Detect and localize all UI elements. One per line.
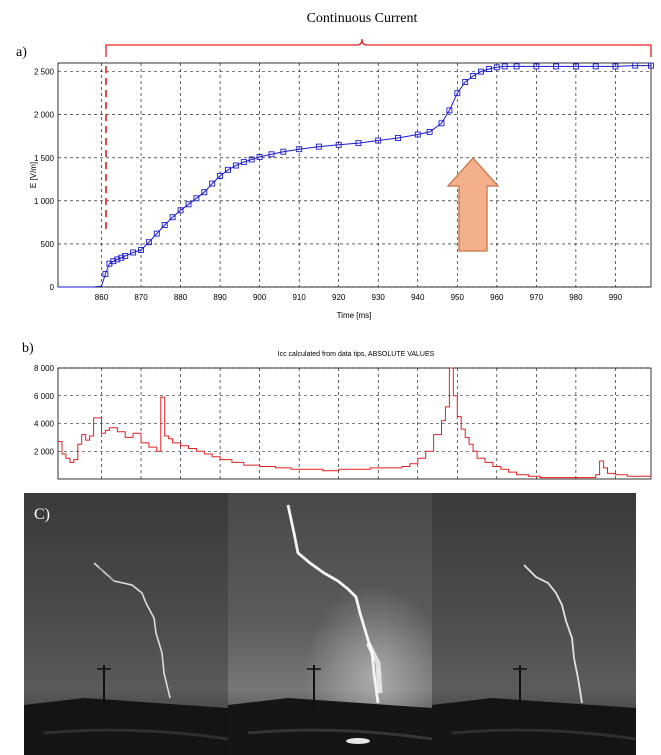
chart-a-x-tick-label: 990: [609, 293, 623, 302]
chart-a-marker: [513, 63, 520, 70]
chart-a-marker: [395, 135, 401, 141]
chart-a-marker: [485, 66, 492, 72]
chart-a-marker: [201, 189, 208, 196]
chart-a-marker: [572, 63, 579, 70]
chart-a-x-tick-label: 870: [134, 293, 148, 302]
chart-a-marker: [102, 271, 109, 278]
chart-a-marker: [161, 222, 168, 228]
lightning-photo-strip: C): [24, 493, 636, 755]
chart-a-marker: [470, 72, 477, 79]
chart-b-series-line: [58, 367, 652, 479]
chart-a-y-tick-label: 500: [41, 240, 55, 249]
chart-a-marker: [553, 63, 560, 70]
chart-a-marker: [454, 90, 461, 97]
lightning-photo-1: C): [24, 493, 228, 755]
chart-a-marker: [217, 172, 224, 179]
chart-a-x-tick-label: 910: [292, 293, 306, 302]
panel-b-label: b): [22, 341, 34, 356]
chart-b-y-tick-label: 4 000: [34, 420, 55, 429]
chart-a-x-tick-label: 970: [530, 293, 544, 302]
chart-a-marker: [177, 207, 184, 214]
chart-a-x-tick-label: 890: [213, 293, 227, 302]
chart-a-marker: [185, 201, 192, 208]
chart-a-marker: [493, 64, 500, 71]
chart-a: 0 500 1 000 1 500 2 000 2 500 860 870 880 890 900…: [29, 62, 654, 320]
chart-a-y-tick-label: 1 000: [34, 197, 55, 206]
chart-a-marker: [193, 195, 200, 202]
chart-a-y-tick-label: 0: [50, 283, 55, 292]
chart-a-marker: [296, 146, 303, 153]
panel-a-label: a): [16, 45, 27, 60]
chart-a-marker: [375, 137, 382, 144]
chart-a-x-tick-label: 940: [411, 293, 425, 302]
chart-a-marker: [232, 162, 239, 169]
chart-a-marker: [209, 180, 216, 187]
chart-a-marker: [138, 247, 144, 253]
chart-a-y-tick-label: 1 500: [34, 154, 55, 163]
chart-a-marker: [256, 153, 263, 160]
chart-a-y-tick-label: 2 500: [34, 68, 55, 77]
chart-a-marker: [438, 120, 445, 127]
chart-a-marker: [110, 258, 117, 265]
chart-a-marker: [122, 253, 129, 259]
chart-a-grid: [58, 63, 651, 288]
chart-b-y-tick-label: 6 000: [34, 392, 55, 401]
chart-a-marker: [632, 62, 639, 69]
chart-a-x-tick-label: 860: [95, 293, 109, 302]
chart-b: Icc calculated from data tips, ABSOLUTE …: [34, 351, 652, 480]
chart-a-marker: [446, 107, 453, 114]
chart-a-x-tick-label: 920: [332, 293, 346, 302]
chart-a-x-tick-label: 980: [569, 293, 583, 302]
bracket-label: Continuous Current: [307, 11, 418, 26]
chart-a-y-axis-label: E [V/m]: [29, 162, 38, 188]
chart-a-x-tick-label: 930: [372, 293, 386, 302]
chart-a-series-line: [58, 65, 651, 288]
chart-a-marker: [648, 62, 654, 69]
chart-b-y-ticks: 2 000 4 000 6 000 8 000: [34, 364, 55, 456]
chart-a-frame: [57, 62, 652, 288]
chart-a-marker: [426, 128, 433, 135]
chart-a-x-tick-label: 900: [253, 293, 267, 302]
chart-b-y-tick-label: 2 000: [34, 447, 55, 456]
chart-a-marker: [501, 63, 508, 70]
continuous-current-bracket: [105, 38, 652, 57]
chart-a-marker: [153, 230, 160, 237]
chart-a-marker: [225, 166, 231, 173]
chart-a-marker: [169, 214, 176, 221]
upward-arrow-icon: [446, 157, 500, 252]
chart-a-marker: [315, 143, 322, 150]
chart-a-marker: [478, 68, 484, 75]
chart-a-markers: [102, 62, 654, 278]
chart-b-grid: [58, 367, 651, 479]
chart-a-marker: [462, 79, 469, 85]
chart-a-marker: [268, 151, 275, 158]
chart-a-x-tick-label: 880: [174, 293, 188, 302]
chart-a-marker: [533, 63, 540, 70]
chart-a-x-tick-label: 960: [490, 293, 504, 302]
chart-a-marker: [130, 249, 137, 256]
chart-a-marker: [355, 140, 362, 147]
chart-a-marker: [592, 63, 599, 70]
chart-a-marker: [114, 256, 121, 263]
chart-a-marker: [280, 148, 287, 155]
chart-b-y-tick-label: 8 000: [34, 364, 55, 373]
chart-a-marker: [612, 63, 619, 70]
chart-a-y-tick-label: 2 000: [34, 111, 55, 120]
chart-a-x-axis-label: Time [ms]: [337, 311, 372, 320]
chart-a-marker: [118, 254, 125, 261]
lightning-photo-2: [228, 493, 432, 755]
panel-c-label: C): [34, 506, 50, 523]
lightning-photo-3: [432, 493, 636, 755]
chart-a-marker: [335, 141, 342, 148]
chart-b-title: Icc calculated from data tips, ABSOLUTE …: [278, 351, 435, 358]
chart-a-marker: [145, 239, 152, 246]
chart-a-marker: [248, 156, 255, 163]
chart-a-x-ticks: 860 870 880 890 900 910 920 930 940 950 960 970 980 9…: [95, 293, 623, 302]
chart-a-marker: [414, 131, 421, 138]
chart-a-x-tick-label: 950: [451, 293, 465, 302]
chart-a-marker: [240, 159, 247, 166]
chart-a-y-ticks: 0 500 1 000 1 500 2 000 2 500: [34, 68, 55, 292]
